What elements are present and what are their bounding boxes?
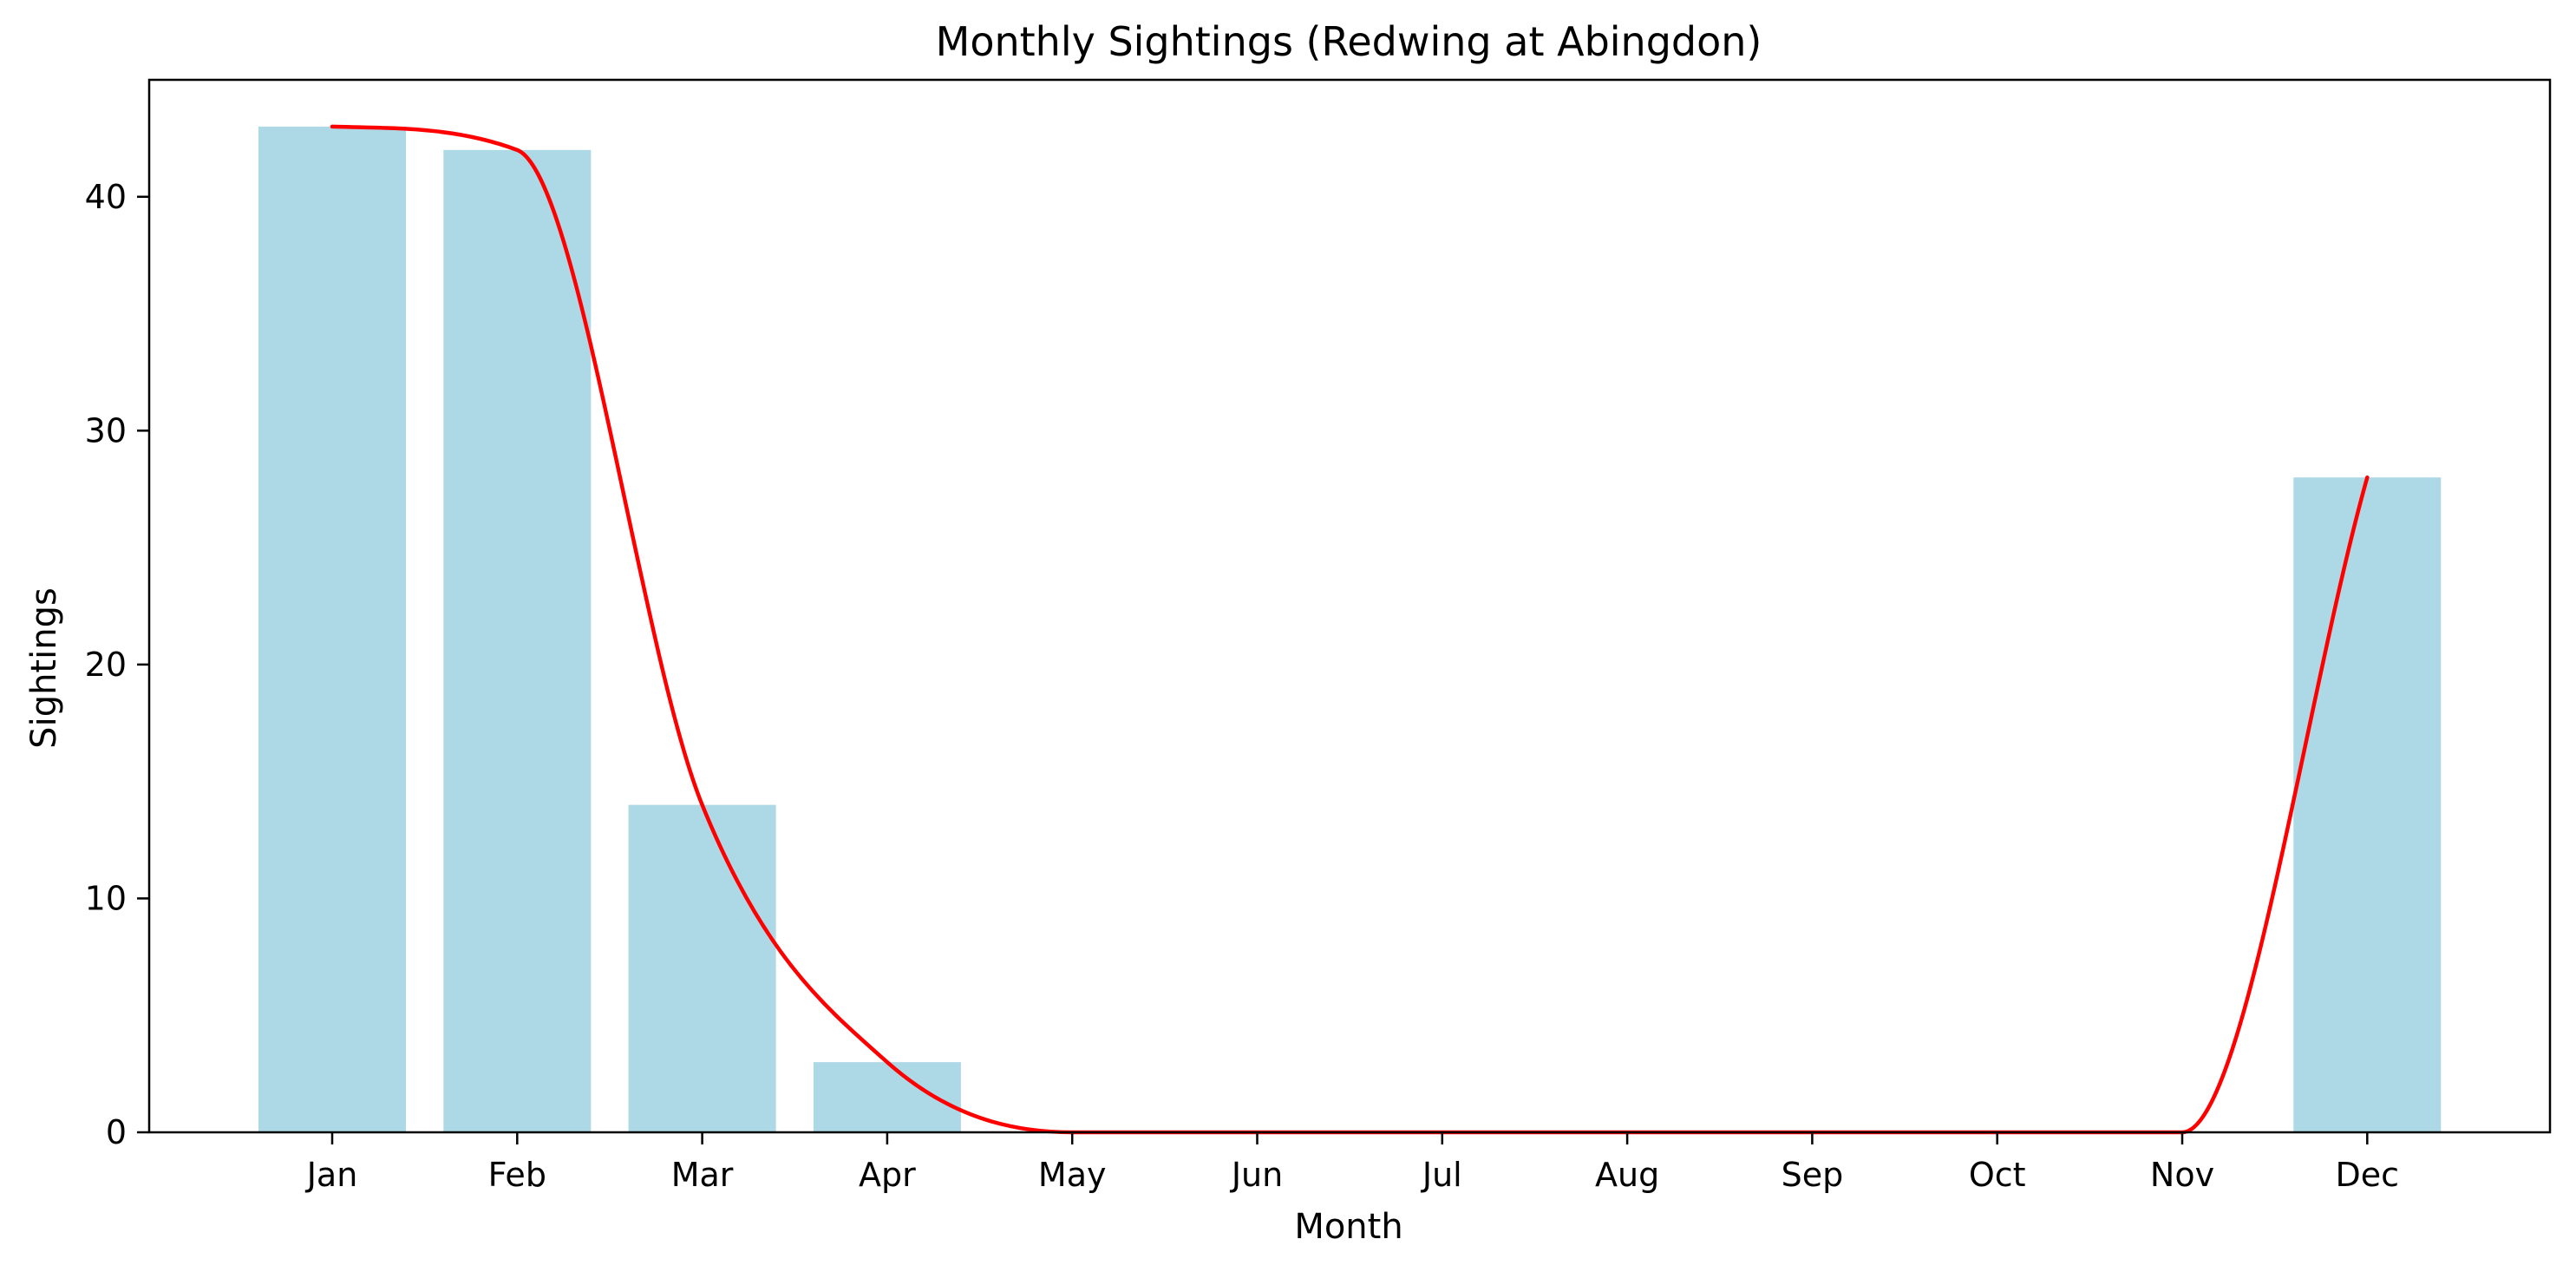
x-tick-label: Mar (671, 1156, 734, 1194)
y-tick-label: 0 (106, 1113, 127, 1151)
x-tick-label: Jun (1230, 1156, 1283, 1194)
x-tick-label: Jan (305, 1156, 358, 1194)
x-axis-ticks: Jan Feb Mar Apr May Jun Jul Aug Sep Oct Nov Dec (305, 1132, 2399, 1194)
bar-mar (628, 804, 776, 1132)
x-tick-label: Aug (1595, 1156, 1659, 1194)
plot-frame (147, 78, 2552, 1134)
x-axis-label: Month (1294, 1207, 1402, 1247)
x-tick-label: Dec (2336, 1156, 2400, 1194)
x-tick-label: May (1038, 1156, 1107, 1194)
x-tick-label: Nov (2150, 1156, 2214, 1194)
bar-jan (258, 126, 406, 1132)
bars-group (258, 126, 2442, 1132)
x-tick-label: Feb (488, 1156, 546, 1194)
x-tick-label: Apr (859, 1156, 916, 1194)
y-tick-label: 30 (85, 411, 127, 449)
chart-title: Monthly Sightings (Redwing at Abingdon) (936, 18, 1762, 65)
x-tick-label: Oct (1969, 1156, 2026, 1194)
y-tick-label: 20 (85, 646, 127, 684)
x-tick-label: Jul (1421, 1156, 1462, 1194)
bar-dec (2293, 477, 2442, 1132)
x-tick-label: Sep (1782, 1156, 1844, 1194)
y-tick-label: 40 (85, 178, 127, 216)
y-axis-ticks: 0 10 20 30 40 (85, 178, 149, 1151)
y-axis-label: Sightings (24, 587, 64, 749)
y-tick-label: 10 (85, 879, 127, 917)
bar-feb (443, 149, 592, 1132)
